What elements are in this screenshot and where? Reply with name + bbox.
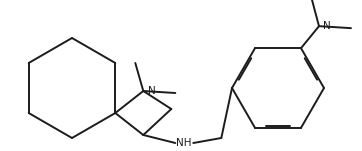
Text: N: N (323, 21, 331, 31)
Text: NH: NH (176, 138, 191, 148)
Text: N: N (148, 86, 156, 96)
